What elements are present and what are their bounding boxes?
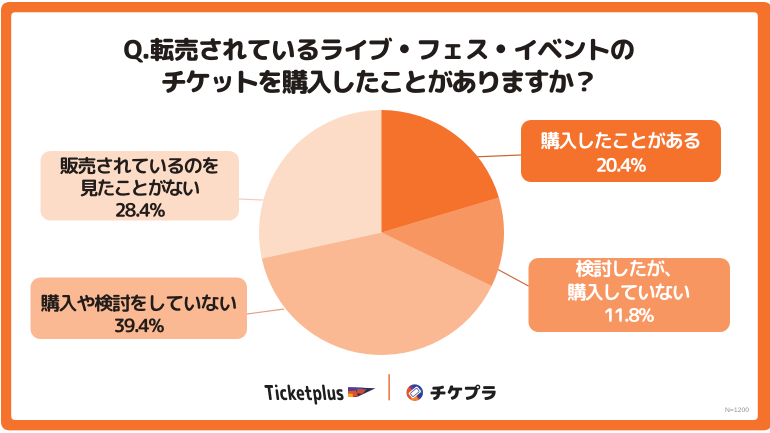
svg-text:N=1200: N=1200 [725, 407, 749, 414]
